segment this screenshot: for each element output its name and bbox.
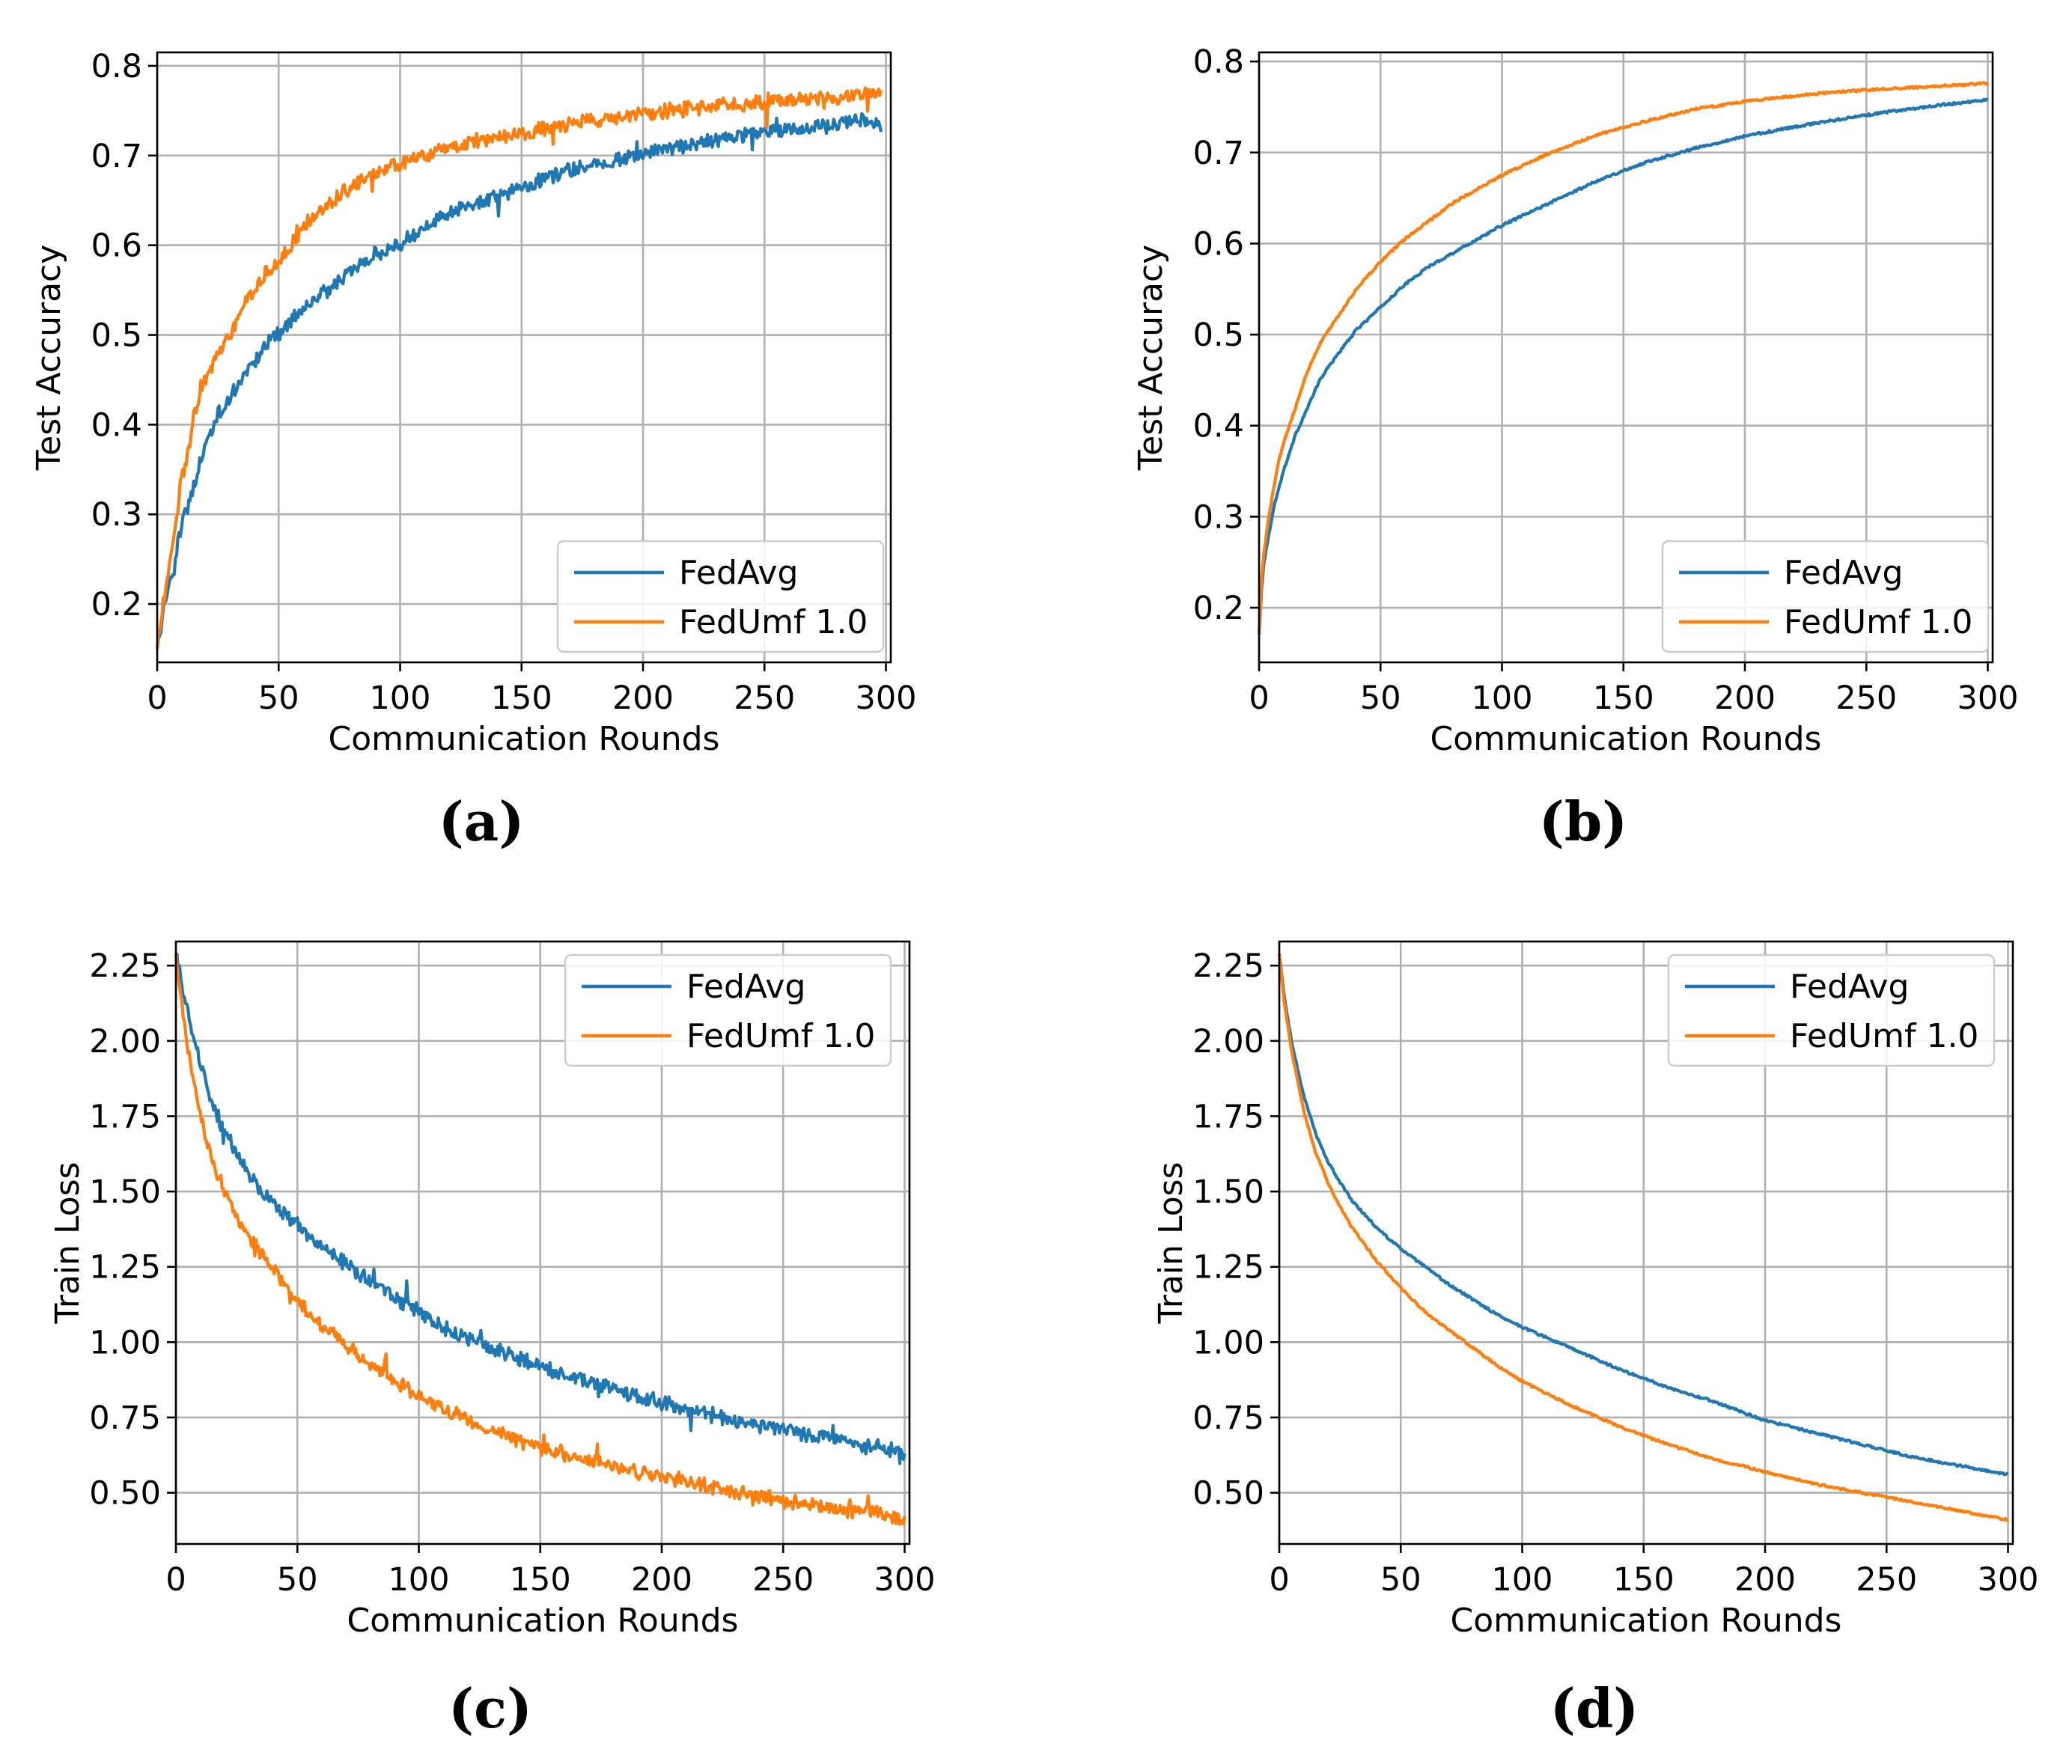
x-tick-label: 300: [1957, 680, 2018, 717]
caption-c: (c): [448, 1676, 532, 1740]
legend-label-fedumf: FedUmf 1.0: [1790, 1017, 1978, 1055]
x-tick-label: 100: [1471, 680, 1532, 717]
y-tick-label: 0.5: [91, 317, 142, 355]
x-tick-label: 0: [1269, 1561, 1289, 1599]
series-line-fedumf: [1277, 953, 2008, 1522]
y-axis-title: Test Accuracy: [1132, 245, 1170, 471]
series-line-fedumf: [174, 953, 906, 1526]
x-tick-label: 200: [631, 1561, 692, 1599]
y-tick-label: 1.25: [1192, 1249, 1264, 1287]
y-tick-label: 0.4: [1193, 408, 1244, 445]
legend-box: [564, 953, 892, 1067]
y-tick-label: 1.75: [1192, 1098, 1264, 1135]
series-line-fedavg: [1277, 953, 2009, 1477]
y-tick-label: 0.8: [1193, 43, 1244, 81]
x-tick-label: 200: [1714, 680, 1776, 717]
y-axis-title: Train Loss: [1152, 1162, 1190, 1324]
y-tick-label: 0.3: [91, 496, 142, 534]
x-tick-label: 200: [1734, 1561, 1796, 1599]
x-tick-label: 50: [1380, 1561, 1422, 1599]
y-tick-label: 0.7: [1193, 135, 1244, 172]
y-axis-title: Train Loss: [49, 1162, 87, 1324]
x-tick-label: 50: [277, 1561, 318, 1599]
legend-label-fedumf: FedUmf 1.0: [679, 603, 868, 641]
x-tick-label: 250: [1856, 1561, 1917, 1599]
y-tick-label: 0.2: [91, 586, 142, 623]
x-tick-label: 50: [258, 680, 299, 717]
x-tick-label: 200: [612, 680, 674, 717]
x-axis-title: Communication Rounds: [347, 1602, 739, 1640]
legend-label-fedavg: FedAvg: [679, 554, 798, 592]
legend-box: [1667, 953, 1996, 1067]
x-tick-label: 100: [369, 680, 430, 717]
x-tick-label: 250: [734, 680, 795, 717]
x-tick-label: 150: [1593, 680, 1654, 717]
series-line-fedumf: [1257, 81, 1989, 635]
y-tick-label: 0.4: [91, 406, 142, 444]
legend-label-fedavg: FedAvg: [686, 968, 805, 1006]
y-tick-label: 0.7: [91, 138, 142, 175]
x-tick-label: 300: [874, 1561, 935, 1599]
y-tick-label: 1.00: [89, 1324, 161, 1361]
y-tick-label: 0.3: [1193, 498, 1244, 536]
x-tick-label: 250: [1835, 680, 1897, 717]
x-tick-label: 150: [491, 680, 552, 717]
series-line-fedavg: [174, 952, 906, 1465]
y-tick-label: 1.00: [1192, 1324, 1264, 1361]
plot-frame: [1258, 51, 1994, 664]
x-tick-label: 150: [510, 1561, 571, 1599]
x-tick-label: 100: [388, 1561, 449, 1599]
caption-a: (a): [438, 790, 525, 853]
chart-panel-d: 0 50 100 150 200 250 300 0.50 0.75 1.00 1.25 1.50 1.…: [1152, 940, 2039, 1640]
y-tick-label: 0.2: [1193, 590, 1244, 627]
x-tick-label: 100: [1491, 1561, 1553, 1599]
x-axis-title: Communication Rounds: [329, 720, 720, 758]
plot-frame: [156, 51, 892, 664]
caption-b: (b): [1538, 790, 1628, 853]
legend-label-fedumf: FedUmf 1.0: [1784, 603, 1972, 641]
y-tick-label: 0.50: [1192, 1475, 1264, 1513]
plot-frame: [1278, 940, 2014, 1545]
series-line-fedavg: [1257, 97, 1989, 635]
chart-panel-b: 0 50 100 150 200 250 300 0.2 0.3 0.4 0.5 0.6 0.7 0.8 C…: [1132, 43, 2019, 758]
legend-box: [556, 540, 885, 653]
x-tick-label: 300: [855, 680, 916, 717]
y-tick-label: 1.75: [89, 1098, 161, 1135]
y-tick-label: 2.25: [89, 947, 161, 985]
y-tick-label: 0.75: [1192, 1400, 1264, 1437]
legend-box: [1661, 540, 1990, 653]
y-tick-label: 0.6: [1193, 225, 1244, 263]
x-tick-label: 150: [1613, 1561, 1675, 1599]
y-tick-label: 2.00: [89, 1023, 161, 1060]
x-tick-label: 300: [1977, 1561, 2038, 1599]
y-tick-label: 2.25: [1192, 947, 1264, 985]
y-tick-label: 1.25: [89, 1249, 161, 1287]
x-axis-title: Communication Rounds: [1430, 720, 1822, 758]
y-tick-label: 0.50: [89, 1475, 161, 1513]
y-tick-label: 0.75: [89, 1400, 161, 1437]
caption-d: (d): [1550, 1676, 1639, 1740]
chart-panel-c: 0 50 100 150 200 250 300 0.50 0.75 1.00 1.25 1.50 1.…: [49, 940, 936, 1640]
legend-label-fedavg: FedAvg: [1790, 968, 1909, 1006]
series-line-fedavg: [155, 112, 883, 650]
series-line-fedumf: [155, 86, 883, 650]
chart-panel-a: 0 50 100 150 200 250 300 0.2 0.3 0.4 0.5 0.6 0.7 0.8 C…: [30, 48, 917, 758]
plot-frame: [174, 940, 911, 1545]
y-axis-title: Test Accuracy: [30, 245, 68, 471]
legend-label-fedavg: FedAvg: [1784, 554, 1903, 592]
x-tick-label: 0: [165, 1561, 186, 1599]
x-tick-label: 250: [752, 1561, 814, 1599]
y-tick-label: 1.50: [1192, 1174, 1264, 1211]
y-tick-label: 1.50: [89, 1174, 161, 1211]
x-tick-label: 50: [1360, 680, 1401, 717]
x-axis-title: Communication Rounds: [1451, 1602, 1842, 1640]
y-tick-label: 0.6: [91, 228, 142, 265]
legend-label-fedumf: FedUmf 1.0: [686, 1017, 875, 1055]
x-tick-label: 0: [147, 680, 167, 717]
y-tick-label: 2.00: [1192, 1023, 1264, 1060]
y-tick-label: 0.8: [91, 48, 142, 85]
y-tick-label: 0.5: [1193, 317, 1244, 354]
x-tick-label: 0: [1249, 680, 1269, 717]
